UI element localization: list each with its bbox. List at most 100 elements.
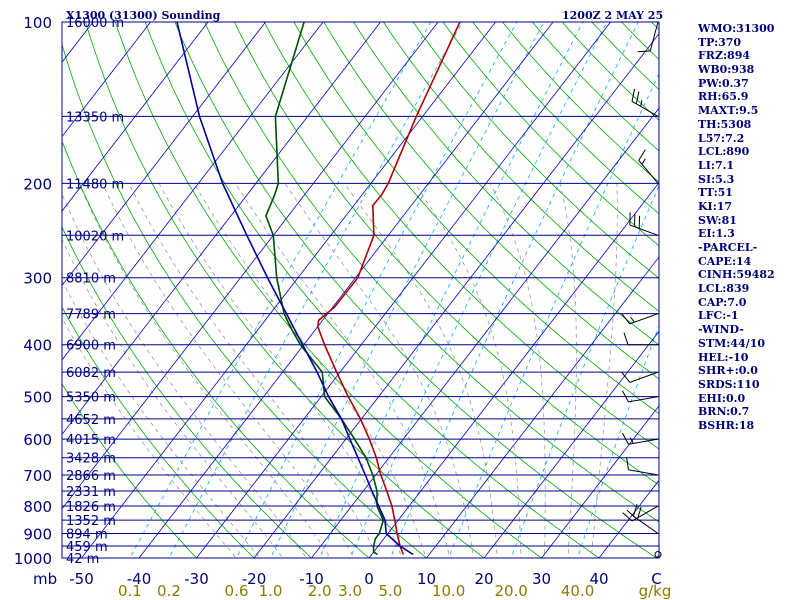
moist-adiabat	[590, 183, 618, 558]
index-item: RH:65.9	[698, 90, 749, 104]
moist-adiabat	[343, 183, 498, 558]
mixing-ratio-tick-label: 3.0	[338, 582, 362, 600]
index-item: SHR+:0.0	[698, 364, 758, 378]
wind-barb	[637, 21, 659, 53]
index-item: SI:5.3	[698, 172, 735, 186]
mixing-ratio-line	[236, 22, 518, 558]
index-item: BSHR:18	[698, 418, 755, 432]
temperature-trace	[316, 22, 461, 555]
barb-half-feather	[640, 100, 643, 107]
index-item: CINH:59482	[698, 268, 775, 282]
barb-feather	[621, 372, 631, 383]
barb-feather	[626, 457, 629, 470]
height-label: 5350 m	[66, 391, 116, 406]
index-item: CAP:7.0	[698, 295, 747, 309]
mixing-ratio-line	[510, 184, 659, 558]
index-item: LCL:890	[698, 145, 750, 159]
wind-barb	[621, 371, 659, 383]
dry-adiabat	[204, 22, 659, 523]
wind-barb	[631, 88, 659, 117]
dry-adiabat	[62, 383, 198, 558]
height-label: 7789 m	[66, 308, 116, 323]
barb-staff	[628, 469, 659, 476]
pressure-axis-unit: mb	[33, 570, 57, 588]
temperature-tick-label: -40	[127, 570, 152, 588]
wind-barb	[621, 432, 659, 445]
isotherm	[310, 107, 659, 558]
height-label: 10020 m	[66, 229, 124, 244]
isotherm	[62, 22, 152, 138]
mixing-ratio-tick-label: 20.0	[494, 582, 527, 600]
mixing-ratio-tick-label: 0.6	[225, 582, 249, 600]
height-label: 42 m	[66, 552, 99, 567]
isotherm	[62, 22, 382, 436]
barb-feather	[621, 432, 629, 445]
index-item: HEL:-10	[698, 350, 749, 364]
index-item: -PARCEL-	[698, 241, 758, 254]
index-item: LCL:839	[698, 282, 750, 296]
moist-adiabat	[414, 183, 522, 558]
index-item: SW:81	[698, 213, 737, 227]
pressure-tick-label: 800	[23, 498, 52, 516]
index-item: KI:17	[698, 199, 733, 213]
isotherm	[62, 22, 439, 510]
barb-feather	[637, 506, 642, 520]
height-label: 1826 m	[66, 500, 116, 515]
moist-adiabat	[284, 183, 475, 558]
barb-staff	[649, 21, 659, 52]
height-label: 4652 m	[66, 413, 116, 428]
wind-barb	[629, 212, 659, 236]
moist-adiabat	[62, 238, 284, 558]
pressure-tick-label: 700	[23, 467, 52, 485]
mixing-ratio-tick-label: 1.0	[259, 582, 283, 600]
index-item: MAXT:9.5	[698, 104, 759, 118]
pressure-tick-label: 500	[23, 389, 52, 407]
height-label: 16000 m	[66, 16, 124, 31]
wind-barb	[632, 503, 659, 534]
wind-barb	[621, 390, 659, 403]
moist-adiabat	[193, 183, 427, 558]
sounding-traces	[176, 22, 461, 556]
barb-half-feather	[641, 158, 646, 165]
dry-adiabat	[174, 22, 658, 558]
mixing-ratio-tick-label: 0.2	[157, 582, 181, 600]
mixing-ratio-line	[270, 22, 545, 558]
pressure-tick-label: 900	[23, 525, 52, 543]
valid-time: 1200Z 2 MAY 25	[562, 9, 664, 22]
moist-adiabat	[128, 183, 379, 558]
dry-adiabat	[85, 22, 485, 558]
wind-barb	[654, 550, 662, 558]
height-label: 3428 m	[66, 452, 116, 467]
isotherm	[195, 22, 612, 558]
isotherm	[425, 256, 659, 558]
mixing-ratio-line	[448, 72, 659, 558]
moist-adiabat	[102, 183, 355, 558]
temperature-tick-label: 0	[364, 570, 374, 588]
mixing-ratio-tick-label: 10.0	[432, 582, 465, 600]
dewpoint-trace	[265, 22, 385, 556]
isotherm	[253, 33, 659, 558]
index-item: LFC:-1	[698, 309, 739, 323]
mixing-ratio-tick-label: 0.1	[118, 582, 142, 600]
dry-adiabat	[62, 306, 255, 558]
temperature-tick-label: -10	[299, 570, 324, 588]
moist-adiabat	[158, 183, 403, 558]
moist-adiabat	[559, 183, 577, 558]
moist-adiabat	[62, 317, 237, 558]
mixing-ratio-tick-label: 40.0	[561, 582, 594, 600]
mixing-ratio-line	[389, 22, 639, 558]
moist-adiabat	[235, 183, 451, 558]
barb-feather	[621, 313, 631, 325]
moist-adiabat	[489, 183, 546, 558]
index-item: WMO:31300	[698, 22, 775, 35]
temperature-tick-label: 30	[532, 570, 551, 588]
pressure-tick-label: 600	[23, 431, 52, 449]
height-label: 8810 m	[66, 272, 116, 287]
index-item: LI:7.1	[698, 158, 735, 172]
barb-feather	[632, 503, 638, 517]
barb-feather	[622, 512, 633, 522]
pressure-tick-label: 100	[23, 14, 52, 32]
station-title: X1300 (31300) Sounding	[66, 9, 221, 22]
